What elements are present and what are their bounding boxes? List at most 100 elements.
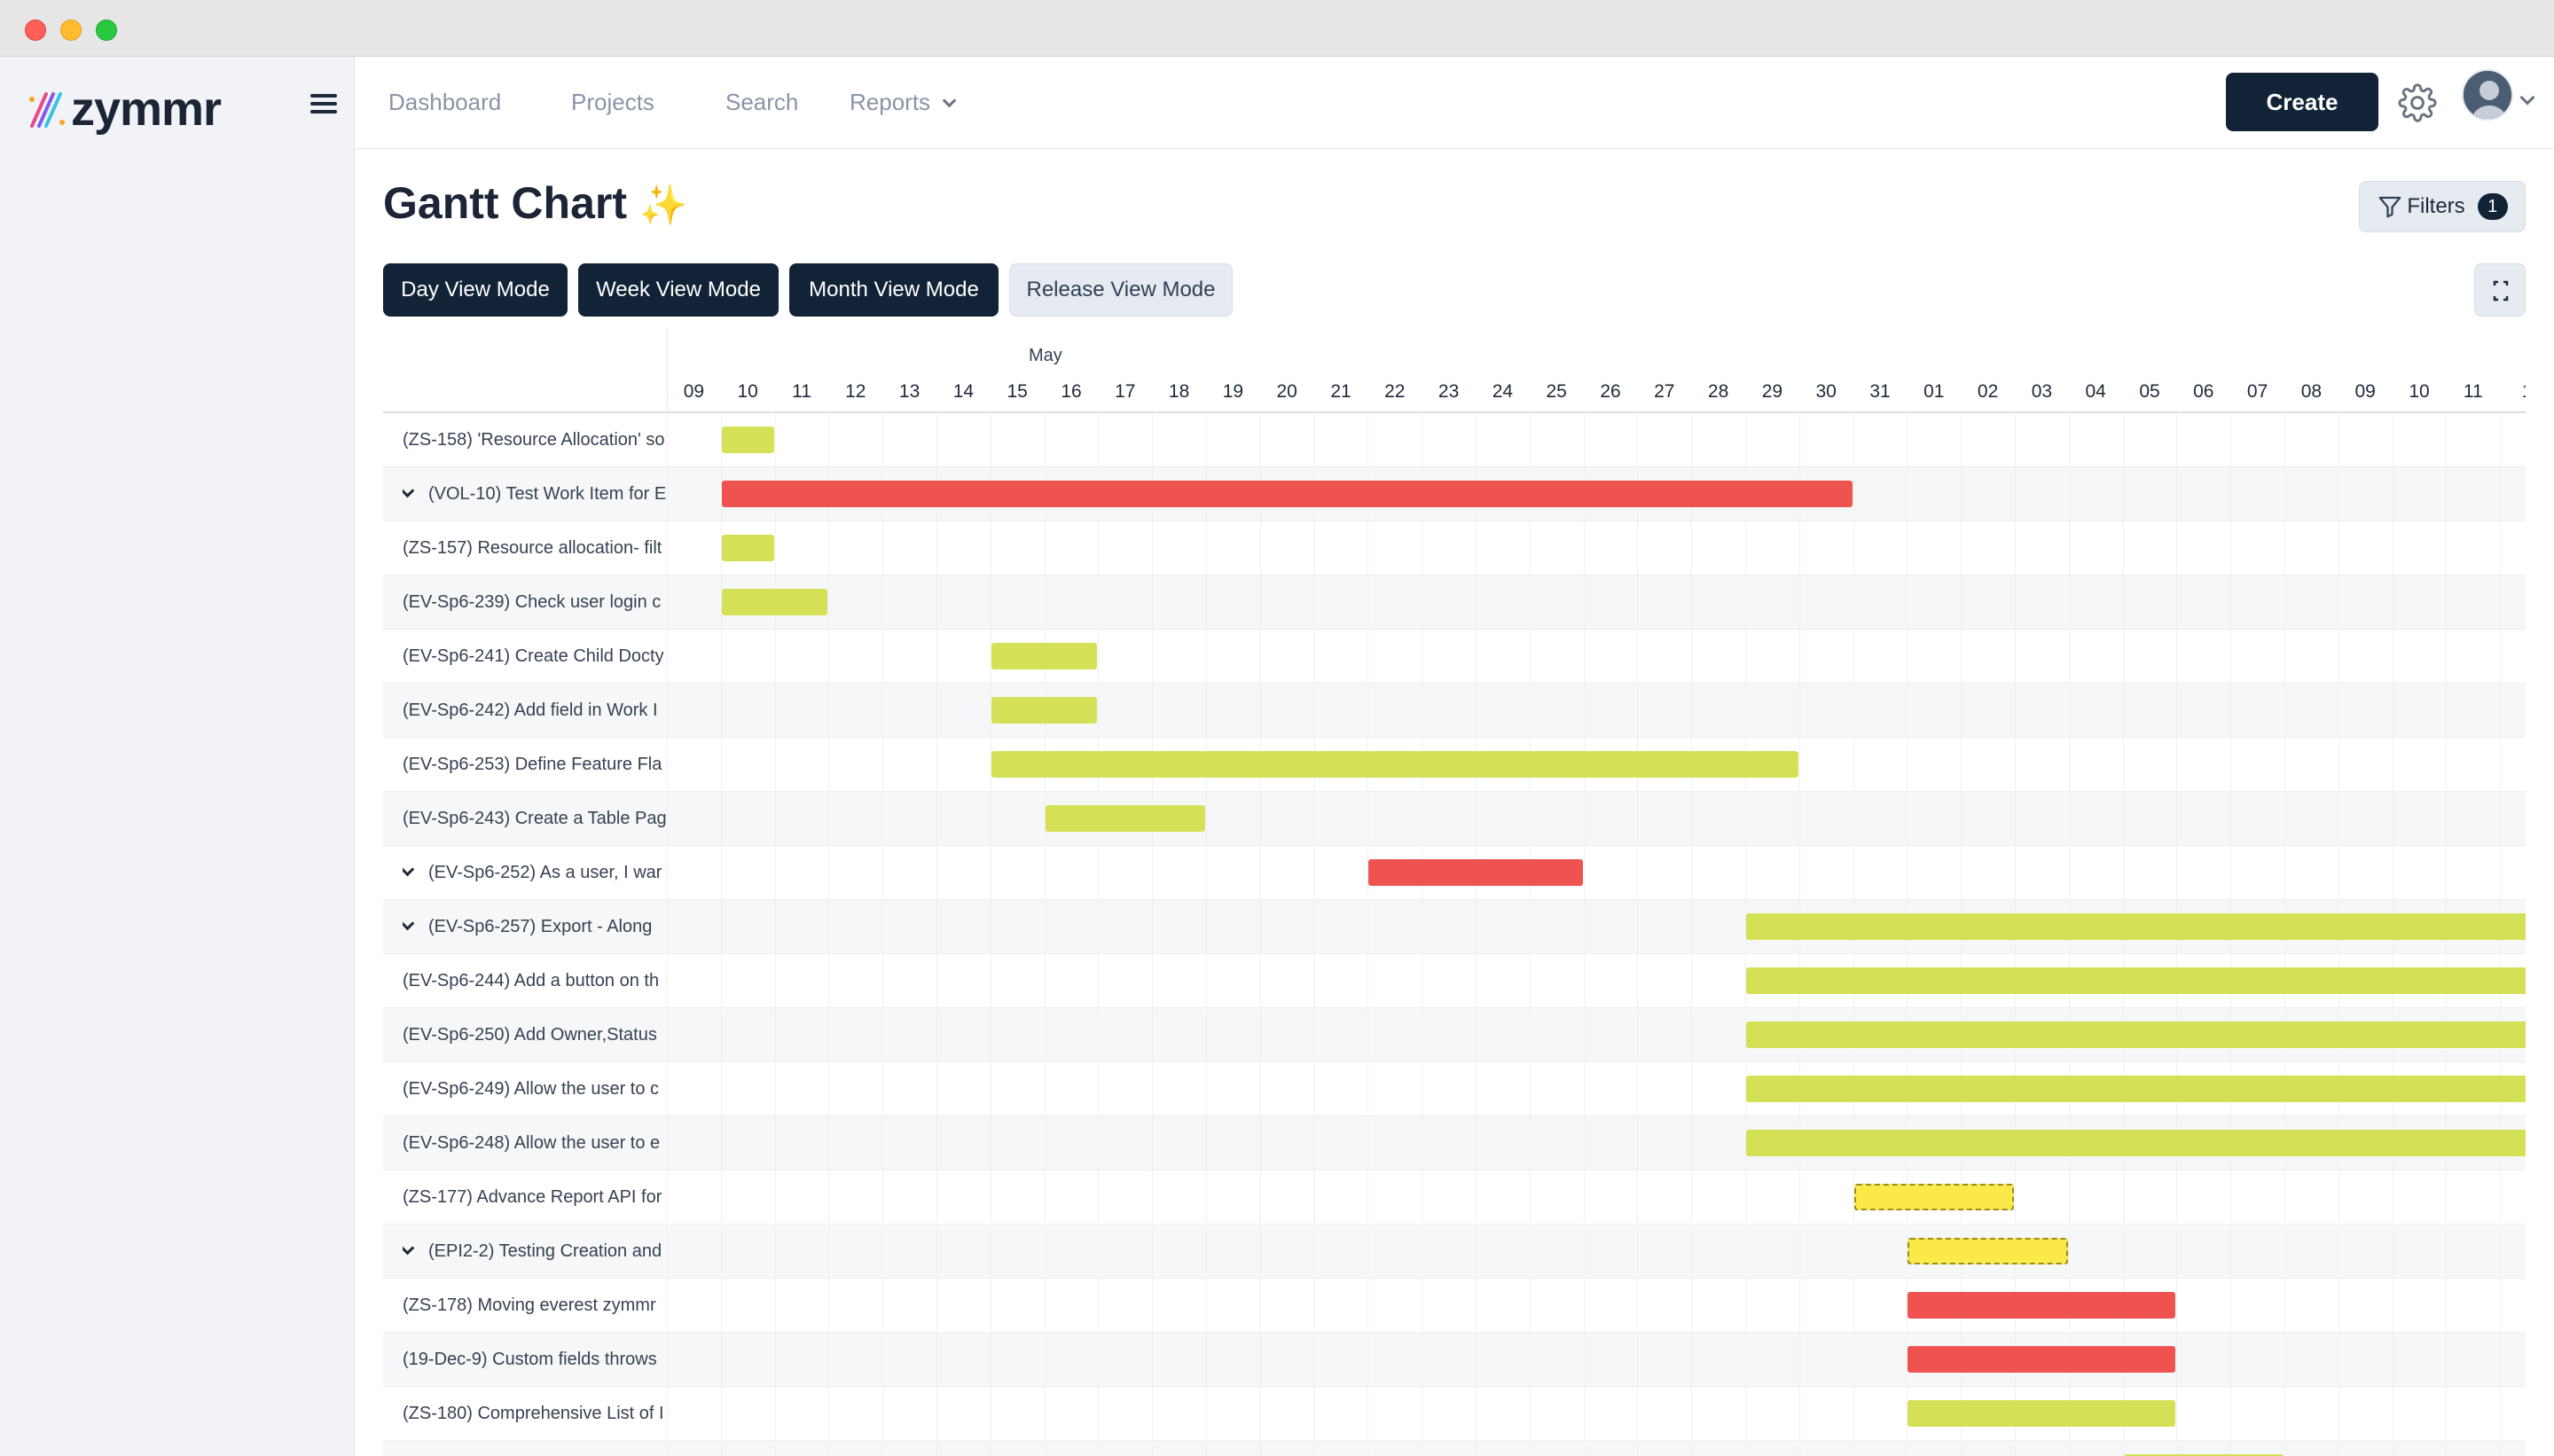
task-row: (VOL-10) Test Work Item for E — [383, 467, 2526, 521]
gear-icon[interactable] — [2398, 83, 2437, 122]
grid-line — [1152, 413, 1154, 1456]
filters-button[interactable]: Filters 1 — [2359, 181, 2526, 232]
grid-line — [1206, 413, 1207, 1456]
day-label: 28 — [1707, 381, 1729, 402]
task-bar[interactable] — [1045, 805, 1205, 832]
day-label: 14 — [952, 381, 975, 402]
task-row: (19-Dec-9) Custom fields throws — [383, 1333, 2526, 1387]
task-row: (ZS-177) Advance Report API for — [383, 1170, 2526, 1225]
expand-chevron-icon[interactable] — [403, 483, 415, 498]
task-bar[interactable] — [721, 481, 1853, 507]
task-label[interactable]: (EV-Sp6-243) Create a Table Pag — [403, 792, 667, 845]
release-view-mode-button[interactable]: Release View Mode — [1009, 263, 1233, 317]
task-bar[interactable] — [721, 427, 774, 453]
task-bar[interactable] — [721, 535, 774, 561]
task-label[interactable]: (EV-Sp6-248) Allow the user to e — [403, 1116, 667, 1170]
task-label[interactable]: (ZS-157) Resource allocation- filt — [403, 521, 667, 575]
grid-line — [1098, 413, 1100, 1456]
maximize-window-button[interactable] — [96, 20, 117, 41]
day-label: 23 — [1438, 381, 1460, 402]
top-navigation: Dashboard Projects Search Reports Create — [355, 57, 2554, 149]
task-bar[interactable] — [991, 751, 1798, 778]
task-row: (EV-Sp6-253) Define Feature Fla — [383, 738, 2526, 792]
account-chevron-down-icon[interactable] — [2519, 90, 2535, 106]
avatar[interactable] — [2462, 69, 2513, 121]
day-label: 08 — [2300, 381, 2323, 402]
task-label[interactable]: (EV-Sp6-252) As a user, I war — [403, 846, 667, 899]
week-view-mode-button[interactable]: Week View Mode — [578, 263, 779, 317]
task-label[interactable]: (19-Dec-9) Custom fields throws — [403, 1333, 667, 1386]
expand-chevron-icon[interactable] — [403, 916, 415, 931]
task-label-text: (ZS-178) Moving everest zymmr — [403, 1296, 656, 1315]
task-label[interactable]: (EV-Sp6-257) Export - Along — [403, 900, 667, 953]
task-bar[interactable] — [1908, 1238, 2068, 1264]
task-label-text: (19-Dec-9) Custom fields throws — [403, 1350, 657, 1369]
task-label[interactable]: (ZS-177) Advance Report API for — [403, 1170, 667, 1224]
day-label: 21 — [1330, 381, 1351, 402]
filter-icon — [2378, 196, 2401, 218]
create-button[interactable]: Create — [2226, 73, 2378, 131]
task-label-text: (EV-Sp6-252) As a user, I war — [428, 863, 662, 882]
app-logo[interactable]: zymmr — [27, 80, 222, 138]
day-view-mode-button[interactable]: Day View Mode — [383, 263, 568, 317]
day-label: 11 — [2463, 381, 2483, 402]
task-bar[interactable] — [2123, 1454, 2284, 1456]
day-label: 10 — [2409, 381, 2430, 402]
page-title: Gantt Chart ✨ — [383, 177, 688, 229]
day-label: 01 — [1923, 381, 1945, 402]
fullscreen-button[interactable] — [2474, 263, 2526, 317]
minimize-window-button[interactable] — [60, 20, 82, 41]
task-label[interactable]: (ZS-158) 'Resource Allocation' so — [403, 413, 667, 466]
task-label[interactable] — [403, 1441, 667, 1456]
task-label[interactable]: (EPI2-2) Testing Creation and — [403, 1225, 667, 1278]
task-label[interactable]: (EV-Sp6-244) Add a button on th — [403, 954, 667, 1007]
task-bar[interactable] — [1908, 1346, 2176, 1373]
task-bar[interactable] — [1746, 1022, 2526, 1048]
task-label[interactable]: (EV-Sp6-242) Add field in Work I — [403, 684, 667, 737]
day-label: 20 — [1276, 381, 1297, 402]
grid-line — [1044, 413, 1046, 1456]
grid-line — [1259, 413, 1261, 1456]
task-bar[interactable] — [1746, 1130, 2526, 1156]
task-bar[interactable] — [1746, 1076, 2526, 1102]
task-bar[interactable] — [1908, 1292, 2176, 1319]
expand-chevron-icon[interactable] — [403, 1241, 415, 1256]
day-label: 19 — [1222, 381, 1244, 402]
day-label: 02 — [1977, 381, 1999, 402]
task-bar[interactable] — [721, 589, 828, 615]
fullscreen-icon — [2493, 280, 2509, 301]
task-bar[interactable] — [991, 643, 1098, 669]
task-label[interactable]: (EV-Sp6-239) Check user login c — [403, 575, 667, 629]
task-bar[interactable] — [1368, 859, 1583, 886]
task-label[interactable]: (ZS-178) Moving everest zymmr — [403, 1279, 667, 1332]
task-label[interactable]: (VOL-10) Test Work Item for E — [403, 467, 667, 521]
day-label: 27 — [1654, 381, 1675, 402]
gantt-chart: May 09 10 11 12 13 14 15 16 17 18 19 20 21 22 23 24 25 26… — [383, 328, 2526, 1456]
task-row: (EV-Sp6-250) Add Owner,Status — [383, 1008, 2526, 1062]
task-label[interactable]: (EV-Sp6-249) Allow the user to c — [403, 1062, 667, 1115]
nav-search[interactable]: Search — [725, 89, 799, 115]
task-bar[interactable] — [1746, 967, 2526, 994]
task-bar[interactable] — [1853, 1184, 2014, 1210]
task-row: (EV-Sp6-242) Add field in Work I — [383, 684, 2526, 738]
nav-projects[interactable]: Projects — [571, 89, 654, 115]
task-label-text: (EV-Sp6-257) Export - Along — [428, 917, 653, 936]
task-bar[interactable] — [1908, 1400, 2176, 1427]
task-row: (ZS-158) 'Resource Allocation' so — [383, 413, 2526, 467]
day-label: 06 — [2193, 381, 2214, 402]
menu-toggle-icon[interactable] — [310, 94, 337, 117]
task-bar[interactable] — [991, 697, 1098, 724]
task-label[interactable]: (EV-Sp6-253) Define Feature Fla — [403, 738, 667, 791]
task-label[interactable]: (ZS-180) Comprehensive List of I — [403, 1387, 667, 1440]
day-label: 18 — [1168, 381, 1190, 402]
expand-chevron-icon[interactable] — [403, 862, 415, 877]
nav-reports[interactable]: Reports — [850, 89, 957, 116]
close-window-button[interactable] — [25, 20, 46, 41]
task-bar[interactable] — [1746, 913, 2526, 940]
month-view-mode-button[interactable]: Month View Mode — [789, 263, 999, 317]
task-label[interactable]: (EV-Sp6-250) Add Owner,Status — [403, 1008, 667, 1061]
nav-dashboard[interactable]: Dashboard — [388, 89, 502, 115]
task-row: (EV-Sp6-244) Add a button on th — [383, 954, 2526, 1008]
task-label[interactable]: (EV-Sp6-241) Create Child Docty — [403, 630, 667, 683]
day-label: 07 — [2246, 381, 2268, 402]
